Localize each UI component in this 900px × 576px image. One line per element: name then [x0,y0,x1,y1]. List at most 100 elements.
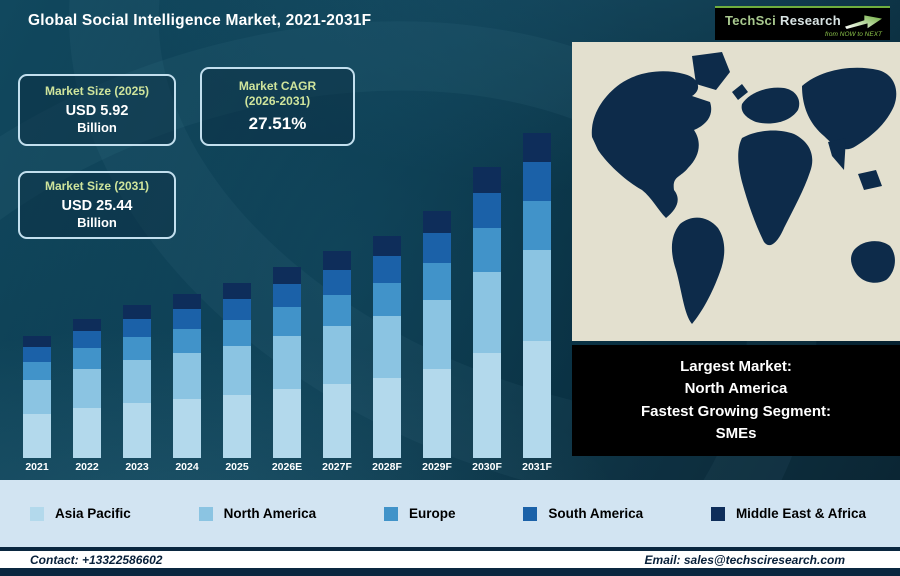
x-axis-label: 2029F [422,461,452,473]
bar-segment [523,162,551,201]
bar-column [512,133,562,458]
bar-segment [23,414,51,458]
contact-phone: Contact: +13322586602 [30,552,163,567]
bar-segment [273,336,301,389]
bar-column [12,336,62,458]
logo-text-row: TechSci Research [725,12,882,30]
logo-arrow-icon [844,14,882,29]
stat-label: Market Size (2031) [44,179,150,194]
bar-segment [73,331,101,348]
bar-segment [323,326,351,384]
highlight-line: North America [684,380,788,397]
bar-segment [323,295,351,326]
highlight-line: SMEs [715,425,757,442]
highlight-line: Fastest Growing Segment: [640,402,832,420]
bar-segment [273,307,301,336]
bar-chart [12,120,562,458]
bar-segment [423,300,451,369]
bar-segment [373,378,401,458]
highlight-line: Largest Market: [680,357,792,375]
x-axis-label: 2026E [271,461,303,473]
bar-column [412,211,462,458]
legend-label: South America [548,506,644,521]
bar-segment [73,348,101,369]
bar-segment [123,319,151,337]
stat-label: (2026-2031) [244,93,311,108]
stat-unit: Billion [77,215,117,231]
x-axis-label: 2022 [75,461,99,473]
bar-column [262,267,312,458]
bar-segment [23,362,51,380]
stat-unit: Billion [77,120,117,136]
bar-segment [523,250,551,341]
x-axis-labels: 2021 2022 2023 2024 2025 2026E 2027F 2028F 2029F… [12,461,562,473]
legend-item: Europe [383,506,456,521]
legend-item: North America [198,506,317,521]
bar-segment [423,211,451,233]
bar-segment [123,403,151,458]
x-axis-label: 2030F [472,461,502,473]
stat-value: USD 25.44 [61,198,133,215]
bar-column [62,319,112,458]
stat-value: 27.51% [248,113,307,133]
chart-legend: Asia Pacific North America Europe South Ame… [0,480,900,547]
bar-segment [373,316,401,378]
bar-segment [73,319,101,331]
bar-segment [173,329,201,353]
bar-segment [423,369,451,458]
x-axis-label: 2027F [322,461,352,473]
bar-segment [223,346,251,395]
bar-column [362,236,412,458]
x-axis-label: 2025 [225,461,249,473]
bar-segment [423,263,451,300]
bar-segment [323,251,351,270]
footer-top-stripe [0,547,900,551]
logo-tagline: from NOW to NEXT [824,30,882,38]
stat-label: Market Size (2025) [44,84,150,99]
stat-box-market-cagr: Market CAGR (2026-2031) 27.51% [200,67,355,146]
legend-band: Asia Pacific North America Europe South Ame… [0,480,900,547]
bar-segment [73,408,101,458]
footer-bar: Contact: +13322586602 Email: sales@techs… [0,547,900,576]
bar-segment [373,283,401,316]
bar-column [112,305,162,458]
bar-segment [523,201,551,250]
bar-segment [73,369,101,408]
logo-brand-primary: TechSci [725,13,776,28]
bar-column [312,251,362,458]
bar-segment [373,236,401,256]
bar-segment [123,337,151,360]
bar-column [462,167,512,458]
page-title: Global Social Intelligence Market, 2021-… [28,12,372,29]
stat-box-market-size-2031: Market Size (2031) USD 25.44 Billion [18,171,176,239]
legend-label: North America [223,506,317,521]
bar-segment [323,270,351,295]
x-axis-label: 2031F [522,461,552,473]
brand-logo: TechSci Research from NOW to NEXT [715,6,890,40]
bar-segment [473,228,501,272]
stat-box-market-size-2025: Market Size (2025) USD 5.92 Billion [18,74,176,146]
legend-swatch [30,506,44,521]
bar-column [162,294,212,458]
world-map-panel [572,42,900,341]
legend-item: Middle East & Africa [710,506,866,521]
bar-segment [273,284,301,307]
bar-segment [473,272,501,353]
bar-segment [473,167,501,193]
contact-email: Email: sales@techsciresearch.com [644,552,845,567]
bar-segment [223,320,251,346]
legend-item: Asia Pacific [30,506,131,521]
legend-label: Middle East & Africa [735,506,866,521]
legend-swatch [198,506,213,521]
bar-segment [123,305,151,319]
x-axis-label: 2023 [125,461,149,473]
legend-label: Asia Pacific [55,506,131,521]
x-axis-label: 2021 [25,461,49,473]
world-map [572,42,900,341]
logo-brand-secondary: Research [780,13,841,28]
x-axis-label: 2024 [175,461,199,473]
legend-swatch [710,506,725,521]
bar-segment [473,193,501,228]
bar-segment [123,360,151,403]
